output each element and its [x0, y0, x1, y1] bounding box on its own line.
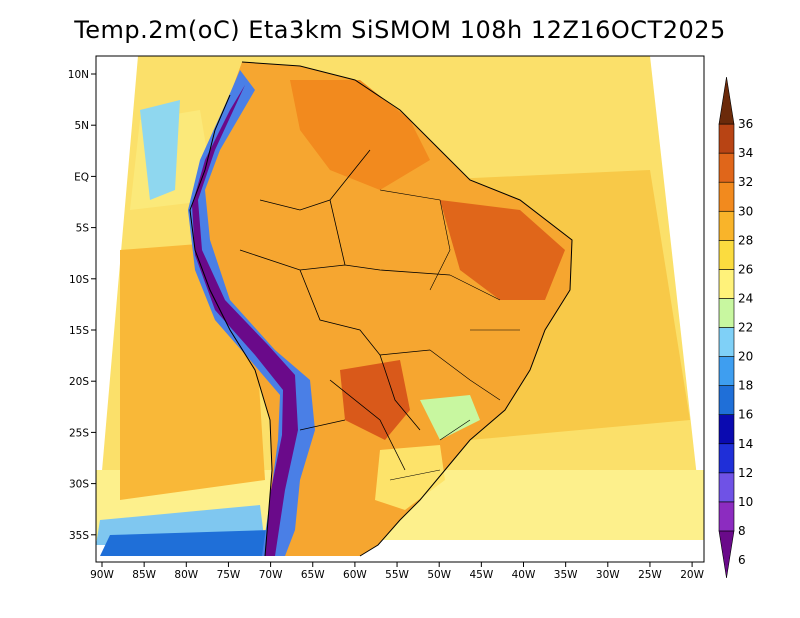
- colorbar-label: 34: [738, 146, 753, 160]
- colorbar-label: 22: [738, 321, 753, 335]
- lat-tick-label: 25S: [69, 427, 89, 439]
- lon-tick-label: 45W: [469, 569, 493, 581]
- colorbar-segment: [718, 298, 735, 328]
- lon-tick-label: 20W: [680, 569, 704, 581]
- colorbar-segment: [718, 210, 735, 241]
- plot-border: [95, 55, 705, 563]
- colorbar-label: 8: [738, 524, 746, 538]
- colorbar-label: 24: [738, 291, 753, 305]
- cool-area-southeast: [420, 395, 480, 440]
- colorbar-segment: [718, 356, 735, 386]
- ocean-band-cold-pacific-coast: [140, 100, 180, 200]
- lon-tick-label: 65W: [301, 569, 325, 581]
- colorbar-label: 30: [738, 204, 753, 218]
- lon-tick-label: 35W: [554, 569, 578, 581]
- colorbar-arrow-low: [718, 530, 735, 579]
- lon-tick-label: 55W: [385, 569, 409, 581]
- colorbar-label: 28: [738, 233, 753, 247]
- lon-tick-label: 75W: [217, 569, 241, 581]
- colorbar-label: 36: [738, 117, 753, 131]
- lon-tick-label: 85W: [132, 569, 156, 581]
- lon-tick-label: 50W: [427, 569, 451, 581]
- colorbar-segment: [718, 472, 735, 503]
- lon-tick-label: 90W: [90, 569, 114, 581]
- lat-tick-label: 5N: [74, 120, 89, 132]
- lat-tick-label: 20S: [69, 376, 89, 388]
- hot-area-chaco: [340, 360, 410, 440]
- lon-tick-label: 70W: [259, 569, 283, 581]
- colorbar-label: 32: [738, 175, 753, 189]
- colorbar: 6 8 10 12 14 16 18 20 22 24 26 28 30 32 34 36: [718, 76, 753, 579]
- warm-area-southern-brazil: [375, 445, 445, 510]
- colorbar-segment: [718, 152, 735, 183]
- lat-tick-label: 10S: [69, 274, 89, 286]
- state-borders: [379, 189, 520, 481]
- colorbar-label: 6: [738, 553, 746, 567]
- temperature-field: [96, 56, 704, 557]
- lat-tick-label: 5S: [76, 223, 90, 235]
- lat-tick-label: EQ: [74, 171, 89, 183]
- lat-tick-label: 35S: [69, 530, 89, 542]
- colorbar-label: 20: [738, 350, 753, 364]
- colorbar-label: 12: [738, 466, 753, 480]
- longitude-axis: 90W 85W 80W 75W 70W 65W 60W 55W 50W 45W 40W 35W 30W 2…: [90, 562, 705, 581]
- colorbar-segment: [718, 385, 735, 415]
- colorbar-label: 26: [738, 262, 753, 276]
- lon-tick-label: 30W: [596, 569, 620, 581]
- colorbar-segment: [718, 240, 735, 270]
- coastline: [241, 61, 573, 557]
- colorbar-label: 18: [738, 379, 753, 393]
- country-borders: [239, 149, 451, 471]
- lat-tick-label: 10N: [68, 69, 89, 81]
- hot-area-northeast: [440, 200, 565, 300]
- colorbar-arrow-high: [718, 76, 735, 125]
- colorbar-segment: [718, 414, 735, 445]
- colorbar-label: 14: [738, 437, 753, 451]
- colorbar-label: 16: [738, 408, 753, 422]
- colorbar-segment: [718, 269, 735, 299]
- lon-tick-label: 25W: [638, 569, 662, 581]
- colorbar-segment: [718, 181, 735, 212]
- colorbar-segment: [718, 327, 735, 357]
- lat-tick-label: 30S: [69, 479, 89, 491]
- latitude-axis: 10N 5N EQ 5S 10S 15S 20S 25S 30S 35S: [68, 69, 96, 542]
- lat-tick-label: 15S: [69, 325, 89, 337]
- colorbar-segment: [718, 501, 735, 532]
- ocean-band-blue-south: [100, 530, 275, 556]
- colorbar-segment: [718, 443, 735, 474]
- colorbar-segment: [718, 123, 735, 154]
- lon-tick-label: 40W: [512, 569, 536, 581]
- lon-tick-label: 60W: [343, 569, 367, 581]
- coastline-pacific: [189, 94, 273, 557]
- colorbar-label: 10: [738, 495, 753, 509]
- hot-area-amazon-north: [290, 80, 430, 190]
- lon-tick-label: 80W: [174, 569, 198, 581]
- map-title: Temp.2m(oC) Eta3km SiSMOM 108h 12Z16OCT2…: [74, 16, 726, 44]
